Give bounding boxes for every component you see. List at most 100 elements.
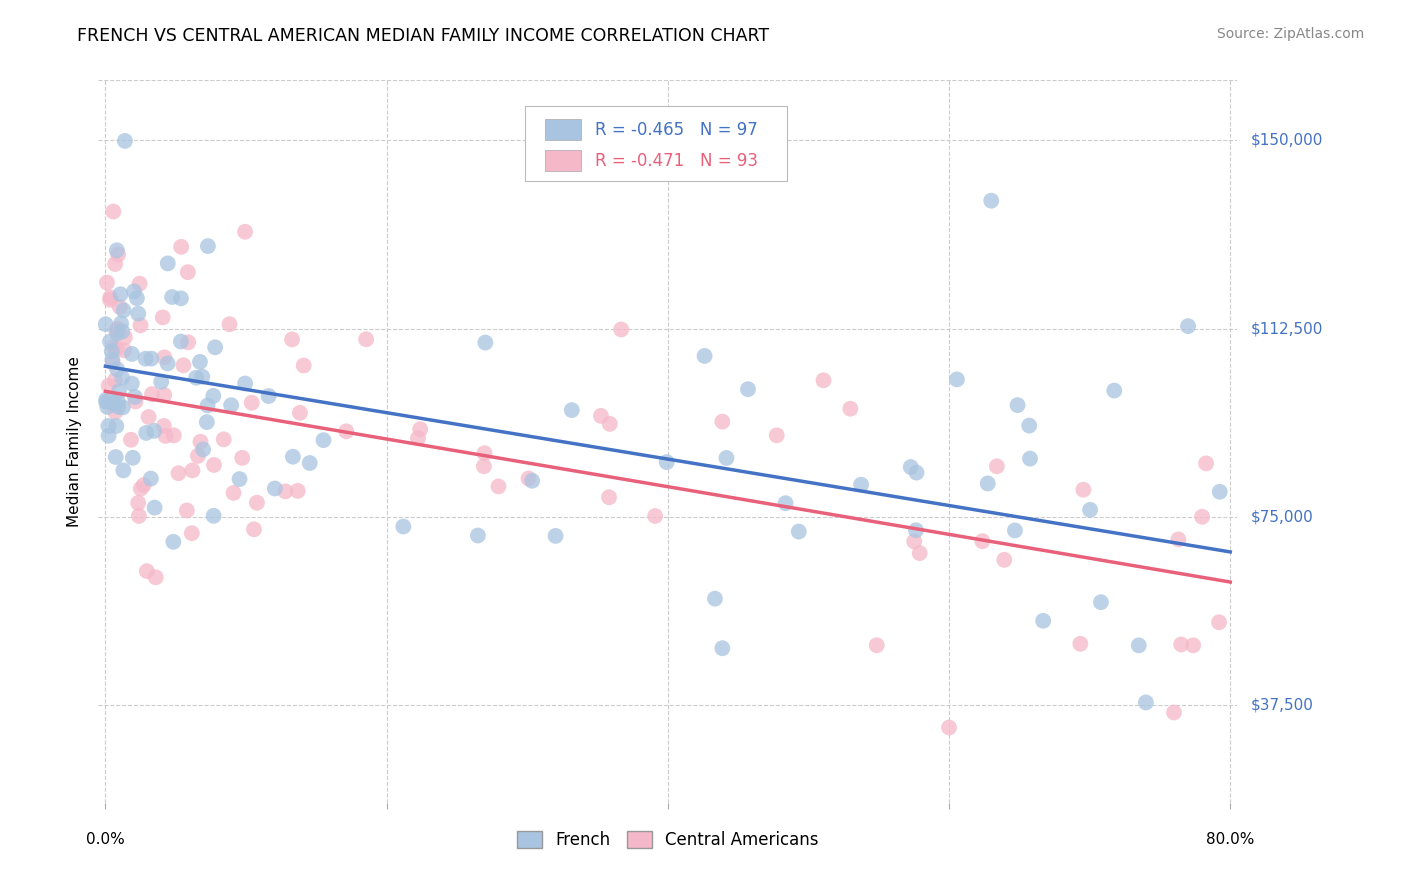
- Point: [155, 429, 177, 443]
- Point: [980, 194, 1002, 208]
- Point: [191, 442, 214, 457]
- Point: [121, 450, 143, 465]
- Point: [406, 431, 429, 445]
- Point: [813, 373, 835, 387]
- Point: [124, 394, 146, 409]
- Point: [467, 528, 489, 542]
- Point: [312, 433, 335, 447]
- Point: [905, 466, 928, 480]
- Point: [190, 434, 212, 449]
- Point: [105, 342, 128, 356]
- Point: [849, 477, 872, 491]
- Point: [866, 638, 889, 652]
- Point: [472, 459, 495, 474]
- Text: FRENCH VS CENTRAL AMERICAN MEDIAN FAMILY INCOME CORRELATION CHART: FRENCH VS CENTRAL AMERICAN MEDIAN FAMILY…: [77, 27, 769, 45]
- Point: [292, 359, 315, 373]
- Point: [1069, 637, 1091, 651]
- Point: [143, 500, 166, 515]
- Point: [104, 405, 127, 419]
- Point: [598, 490, 620, 504]
- Point: [1128, 638, 1150, 652]
- Point: [170, 291, 193, 305]
- Point: [98, 293, 121, 307]
- Point: [172, 358, 194, 372]
- Point: [589, 409, 612, 423]
- Point: [409, 422, 432, 436]
- Point: [128, 508, 150, 523]
- Text: 80.0%: 80.0%: [1206, 831, 1254, 847]
- Point: [96, 400, 118, 414]
- Point: [170, 334, 193, 349]
- Point: [218, 317, 240, 331]
- Point: [202, 389, 225, 403]
- Point: [281, 333, 304, 347]
- Point: [711, 641, 734, 656]
- Point: [105, 419, 128, 434]
- Point: [114, 330, 136, 344]
- Point: [170, 240, 193, 254]
- Point: [737, 382, 759, 396]
- Point: [104, 450, 127, 464]
- Point: [1163, 706, 1185, 720]
- Point: [195, 415, 218, 429]
- Point: [139, 472, 162, 486]
- Point: [163, 428, 186, 442]
- Point: [1078, 503, 1101, 517]
- Point: [257, 389, 280, 403]
- Point: [474, 335, 496, 350]
- Point: [138, 409, 160, 424]
- Point: [281, 450, 304, 464]
- Point: [180, 526, 202, 541]
- Point: [100, 344, 122, 359]
- Point: [775, 496, 797, 510]
- Point: [94, 317, 117, 331]
- Point: [222, 486, 245, 500]
- Point: [197, 239, 219, 253]
- Legend: French, Central Americans: French, Central Americans: [510, 824, 825, 856]
- Point: [219, 398, 242, 412]
- Point: [233, 225, 256, 239]
- Point: [610, 322, 633, 336]
- Point: [124, 390, 146, 404]
- Y-axis label: Median Family Income: Median Family Income: [67, 356, 83, 527]
- Point: [599, 417, 621, 431]
- Point: [908, 546, 931, 560]
- Point: [544, 529, 567, 543]
- Point: [97, 428, 120, 442]
- Text: 0.0%: 0.0%: [86, 831, 125, 847]
- Point: [107, 400, 129, 414]
- Point: [1182, 638, 1205, 652]
- Point: [98, 290, 121, 304]
- Point: [765, 428, 787, 442]
- Point: [1167, 533, 1189, 547]
- Point: [693, 349, 716, 363]
- Text: Source: ZipAtlas.com: Source: ZipAtlas.com: [1216, 27, 1364, 41]
- Point: [263, 482, 285, 496]
- Point: [274, 484, 297, 499]
- Point: [128, 277, 150, 291]
- Point: [900, 460, 922, 475]
- Point: [153, 418, 176, 433]
- Point: [105, 244, 128, 258]
- Point: [1004, 524, 1026, 538]
- Point: [143, 424, 166, 438]
- Point: [103, 340, 125, 354]
- Point: [108, 300, 131, 314]
- Point: [110, 287, 132, 301]
- Point: [107, 321, 129, 335]
- Point: [105, 362, 128, 376]
- Point: [904, 523, 927, 537]
- Point: [1007, 398, 1029, 412]
- Text: $37,500: $37,500: [1251, 698, 1315, 713]
- Text: $75,000: $75,000: [1251, 509, 1315, 524]
- Point: [112, 303, 135, 318]
- Point: [108, 384, 131, 399]
- Point: [111, 371, 134, 385]
- Point: [121, 376, 143, 391]
- Point: [288, 406, 311, 420]
- Point: [112, 463, 135, 477]
- Point: [127, 496, 149, 510]
- Point: [152, 310, 174, 325]
- Point: [101, 356, 124, 370]
- Point: [1195, 456, 1218, 470]
